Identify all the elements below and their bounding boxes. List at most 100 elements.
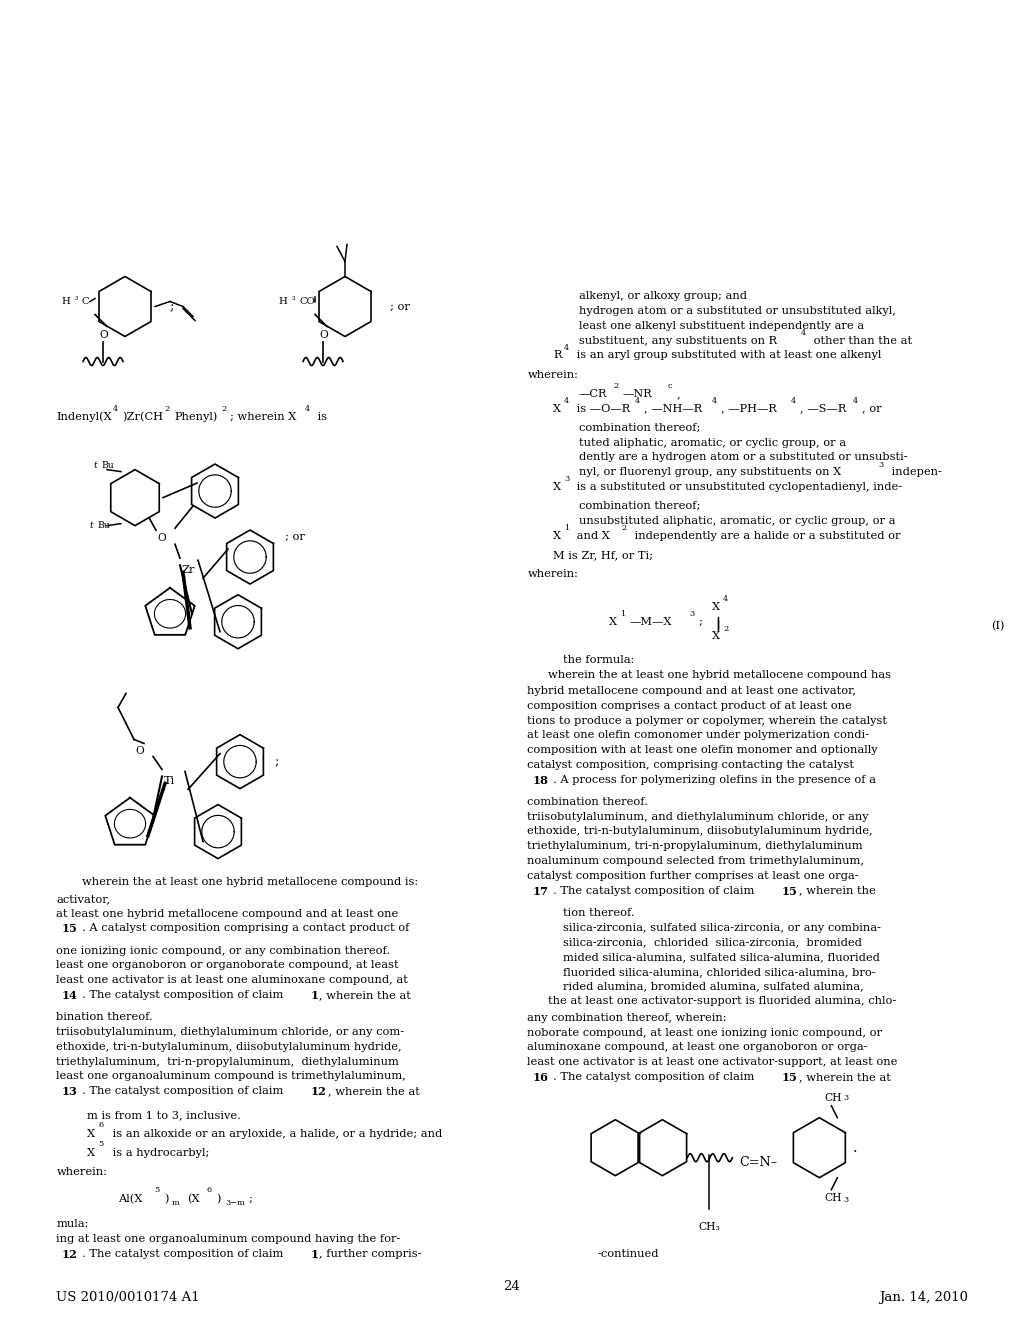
Text: H: H — [279, 297, 287, 306]
Text: composition with at least one olefin monomer and optionally: composition with at least one olefin mon… — [527, 746, 878, 755]
Text: 2: 2 — [723, 624, 728, 632]
Text: at least one hybrid metallocene compound and at least one: at least one hybrid metallocene compound… — [56, 908, 398, 919]
Text: X: X — [553, 404, 561, 413]
Text: 6: 6 — [98, 1121, 103, 1129]
Text: c: c — [668, 383, 672, 391]
Text: O: O — [158, 533, 166, 544]
Text: 1: 1 — [621, 610, 626, 618]
Text: .: . — [852, 1140, 857, 1155]
Text: 4: 4 — [801, 329, 806, 337]
Text: mided silica-alumina, sulfated silica-alumina, fluorided: mided silica-alumina, sulfated silica-al… — [563, 952, 880, 962]
Text: rided alumina, bromided alumina, sulfated alumina,: rided alumina, bromided alumina, sulfate… — [563, 982, 864, 991]
Text: hybrid metallocene compound and at least one activator,: hybrid metallocene compound and at least… — [527, 686, 856, 696]
Text: ;: ; — [249, 1195, 253, 1204]
Text: . The catalyst composition of claim: . The catalyst composition of claim — [553, 886, 758, 895]
Text: . A catalyst composition comprising a contact product of: . A catalyst composition comprising a co… — [82, 924, 410, 933]
Text: wherein the at least one hybrid metallocene compound has: wherein the at least one hybrid metalloc… — [548, 669, 891, 680]
Text: m: m — [172, 1200, 179, 1208]
Text: 2: 2 — [622, 524, 627, 532]
Text: least one organoboron or organoborate compound, at least: least one organoboron or organoborate co… — [56, 961, 399, 970]
Text: R: R — [553, 350, 561, 360]
Text: 3: 3 — [689, 610, 694, 618]
Text: 12: 12 — [310, 1086, 327, 1097]
Text: )Zr(CH: )Zr(CH — [122, 412, 163, 422]
Text: any combination thereof, wherein:: any combination thereof, wherein: — [527, 1012, 727, 1023]
Text: . The catalyst composition of claim: . The catalyst composition of claim — [82, 990, 287, 1001]
Text: X: X — [87, 1129, 95, 1139]
Text: the formula:: the formula: — [563, 655, 635, 665]
Text: combination thereof.: combination thereof. — [527, 797, 648, 807]
Text: triisobutylaluminum, diethylaluminum chloride, or any com-: triisobutylaluminum, diethylaluminum chl… — [56, 1027, 404, 1038]
Text: 5: 5 — [155, 1187, 160, 1195]
Text: 15: 15 — [781, 886, 797, 896]
Text: 4: 4 — [564, 343, 569, 352]
Text: hydrogen atom or a substituted or unsubstituted alkyl,: hydrogen atom or a substituted or unsubs… — [579, 306, 895, 315]
Text: Bu: Bu — [97, 521, 110, 531]
Text: . The catalyst composition of claim: . The catalyst composition of claim — [82, 1249, 287, 1259]
Text: 12: 12 — [61, 1249, 78, 1259]
Text: substituent, any substituents on R: substituent, any substituents on R — [579, 335, 776, 346]
Text: at least one olefin comonomer under polymerization condi-: at least one olefin comonomer under poly… — [527, 730, 869, 741]
Text: silica-zirconia,  chlorided  silica-zirconia,  bromided: silica-zirconia, chlorided silica-zircon… — [563, 937, 862, 948]
Text: C: C — [82, 297, 90, 306]
Text: ;: ; — [170, 300, 174, 313]
Text: ; or: ; or — [285, 532, 305, 543]
Text: . The catalyst composition of claim: . The catalyst composition of claim — [82, 1086, 287, 1096]
Text: X: X — [609, 616, 617, 627]
Text: —NR: —NR — [623, 389, 652, 399]
Text: , —S—R: , —S—R — [800, 404, 846, 413]
Text: composition comprises a contact product of at least one: composition comprises a contact product … — [527, 701, 852, 710]
Text: 1: 1 — [564, 524, 569, 532]
Text: independently are a halide or a substituted or: independently are a halide or a substitu… — [631, 531, 900, 541]
Text: (I): (I) — [991, 620, 1005, 631]
Text: mula:: mula: — [56, 1220, 89, 1229]
Text: . A process for polymerizing olefins in the presence of a: . A process for polymerizing olefins in … — [553, 775, 876, 784]
Text: noborate compound, at least one ionizing ionic compound, or: noborate compound, at least one ionizing… — [527, 1027, 883, 1038]
Text: one ionizing ionic compound, or any combination thereof.: one ionizing ionic compound, or any comb… — [56, 945, 390, 956]
Text: X: X — [712, 602, 720, 611]
Text: Jan. 14, 2010: Jan. 14, 2010 — [879, 1291, 968, 1304]
Text: 1: 1 — [310, 1249, 318, 1259]
Text: tions to produce a polymer or copolymer, wherein the catalyst: tions to produce a polymer or copolymer,… — [527, 715, 888, 726]
Text: 2: 2 — [165, 405, 170, 413]
Text: triethylaluminum, tri-n-propylaluminum, diethylaluminum: triethylaluminum, tri-n-propylaluminum, … — [527, 841, 863, 851]
Text: O: O — [135, 746, 144, 756]
Text: tion thereof.: tion thereof. — [563, 908, 635, 917]
Text: H: H — [61, 297, 70, 306]
Text: is a hydrocarbyl;: is a hydrocarbyl; — [109, 1148, 209, 1158]
Text: aluminoxane compound, at least one organoboron or orga-: aluminoxane compound, at least one organ… — [527, 1043, 868, 1052]
Text: catalyst composition, comprising contacting the catalyst: catalyst composition, comprising contact… — [527, 760, 854, 770]
Text: X: X — [87, 1148, 95, 1158]
Text: noaluminum compound selected from trimethylaluminum,: noaluminum compound selected from trimet… — [527, 857, 864, 866]
Text: 4: 4 — [791, 397, 796, 405]
Text: 1: 1 — [310, 990, 318, 1001]
Text: 18: 18 — [532, 775, 549, 785]
Text: , wherein the at: , wherein the at — [799, 1072, 891, 1082]
Text: combination thereof;: combination thereof; — [579, 422, 700, 433]
Text: (X: (X — [187, 1195, 200, 1204]
Text: Indenyl(X: Indenyl(X — [56, 412, 112, 422]
Text: ): ) — [164, 1195, 168, 1204]
Text: 3: 3 — [879, 461, 884, 469]
Text: least one alkenyl substituent independently are a: least one alkenyl substituent independen… — [579, 321, 863, 331]
Text: is an alkoxide or an aryloxide, a halide, or a hydride; and: is an alkoxide or an aryloxide, a halide… — [109, 1129, 441, 1139]
Text: , wherein the at: , wherein the at — [328, 1086, 420, 1096]
Text: 4: 4 — [113, 405, 118, 413]
Text: is: is — [314, 412, 328, 422]
Text: m is from 1 to 3, inclusive.: m is from 1 to 3, inclusive. — [87, 1110, 241, 1119]
Text: 15: 15 — [61, 924, 77, 935]
Text: 3: 3 — [844, 1094, 849, 1102]
Text: is a substituted or unsubstituted cyclopentadienyl, inde-: is a substituted or unsubstituted cyclop… — [573, 482, 902, 492]
Text: X: X — [712, 631, 720, 642]
Text: unsubstituted aliphatic, aromatic, or cyclic group, or a: unsubstituted aliphatic, aromatic, or cy… — [579, 516, 895, 525]
Text: ,: , — [677, 389, 681, 399]
Text: 24: 24 — [504, 1280, 520, 1294]
Text: wherein:: wherein: — [56, 1167, 108, 1177]
Text: 16: 16 — [532, 1072, 549, 1082]
Text: CH: CH — [824, 1193, 842, 1203]
Text: , further compris-: , further compris- — [319, 1249, 422, 1259]
Text: CH₃: CH₃ — [698, 1222, 720, 1232]
Text: alkenyl, or alkoxy group; and: alkenyl, or alkoxy group; and — [579, 292, 746, 301]
Text: 4: 4 — [635, 397, 640, 405]
Text: ₃: ₃ — [292, 293, 296, 301]
